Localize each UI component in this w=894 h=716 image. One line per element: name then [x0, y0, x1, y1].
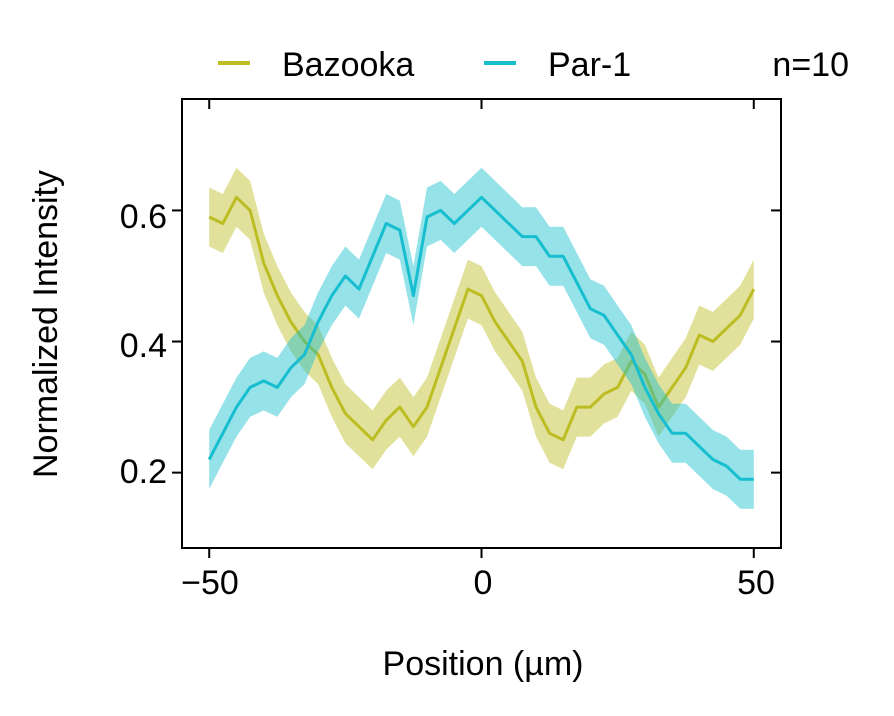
series-layer: [207, 167, 756, 509]
series-line-bazooka: [208, 195, 756, 442]
x-tick-label: 0: [474, 564, 493, 602]
y-tick-label: 0.2: [120, 453, 167, 491]
x-tick-label: 50: [737, 564, 775, 602]
error-band-par-1: [209, 167, 754, 509]
ticks-layer: [172, 99, 781, 558]
legend-label-par-1: Par-1: [548, 46, 631, 84]
y-tick-label: 0.4: [120, 327, 167, 365]
sample-size-annotation: n=10: [772, 46, 849, 84]
x-axis-title: Position (µm): [383, 645, 584, 683]
y-tick-label: 0.6: [120, 198, 167, 236]
legend: Bazooka Par-1: [218, 46, 631, 84]
error-band-bazooka: [209, 167, 754, 470]
series-line-par-1: [207, 195, 754, 481]
x-tick-label: −50: [181, 564, 239, 602]
y-axis-title: Normalized Intensity: [27, 170, 65, 478]
legend-label-bazooka: Bazooka: [282, 46, 414, 84]
